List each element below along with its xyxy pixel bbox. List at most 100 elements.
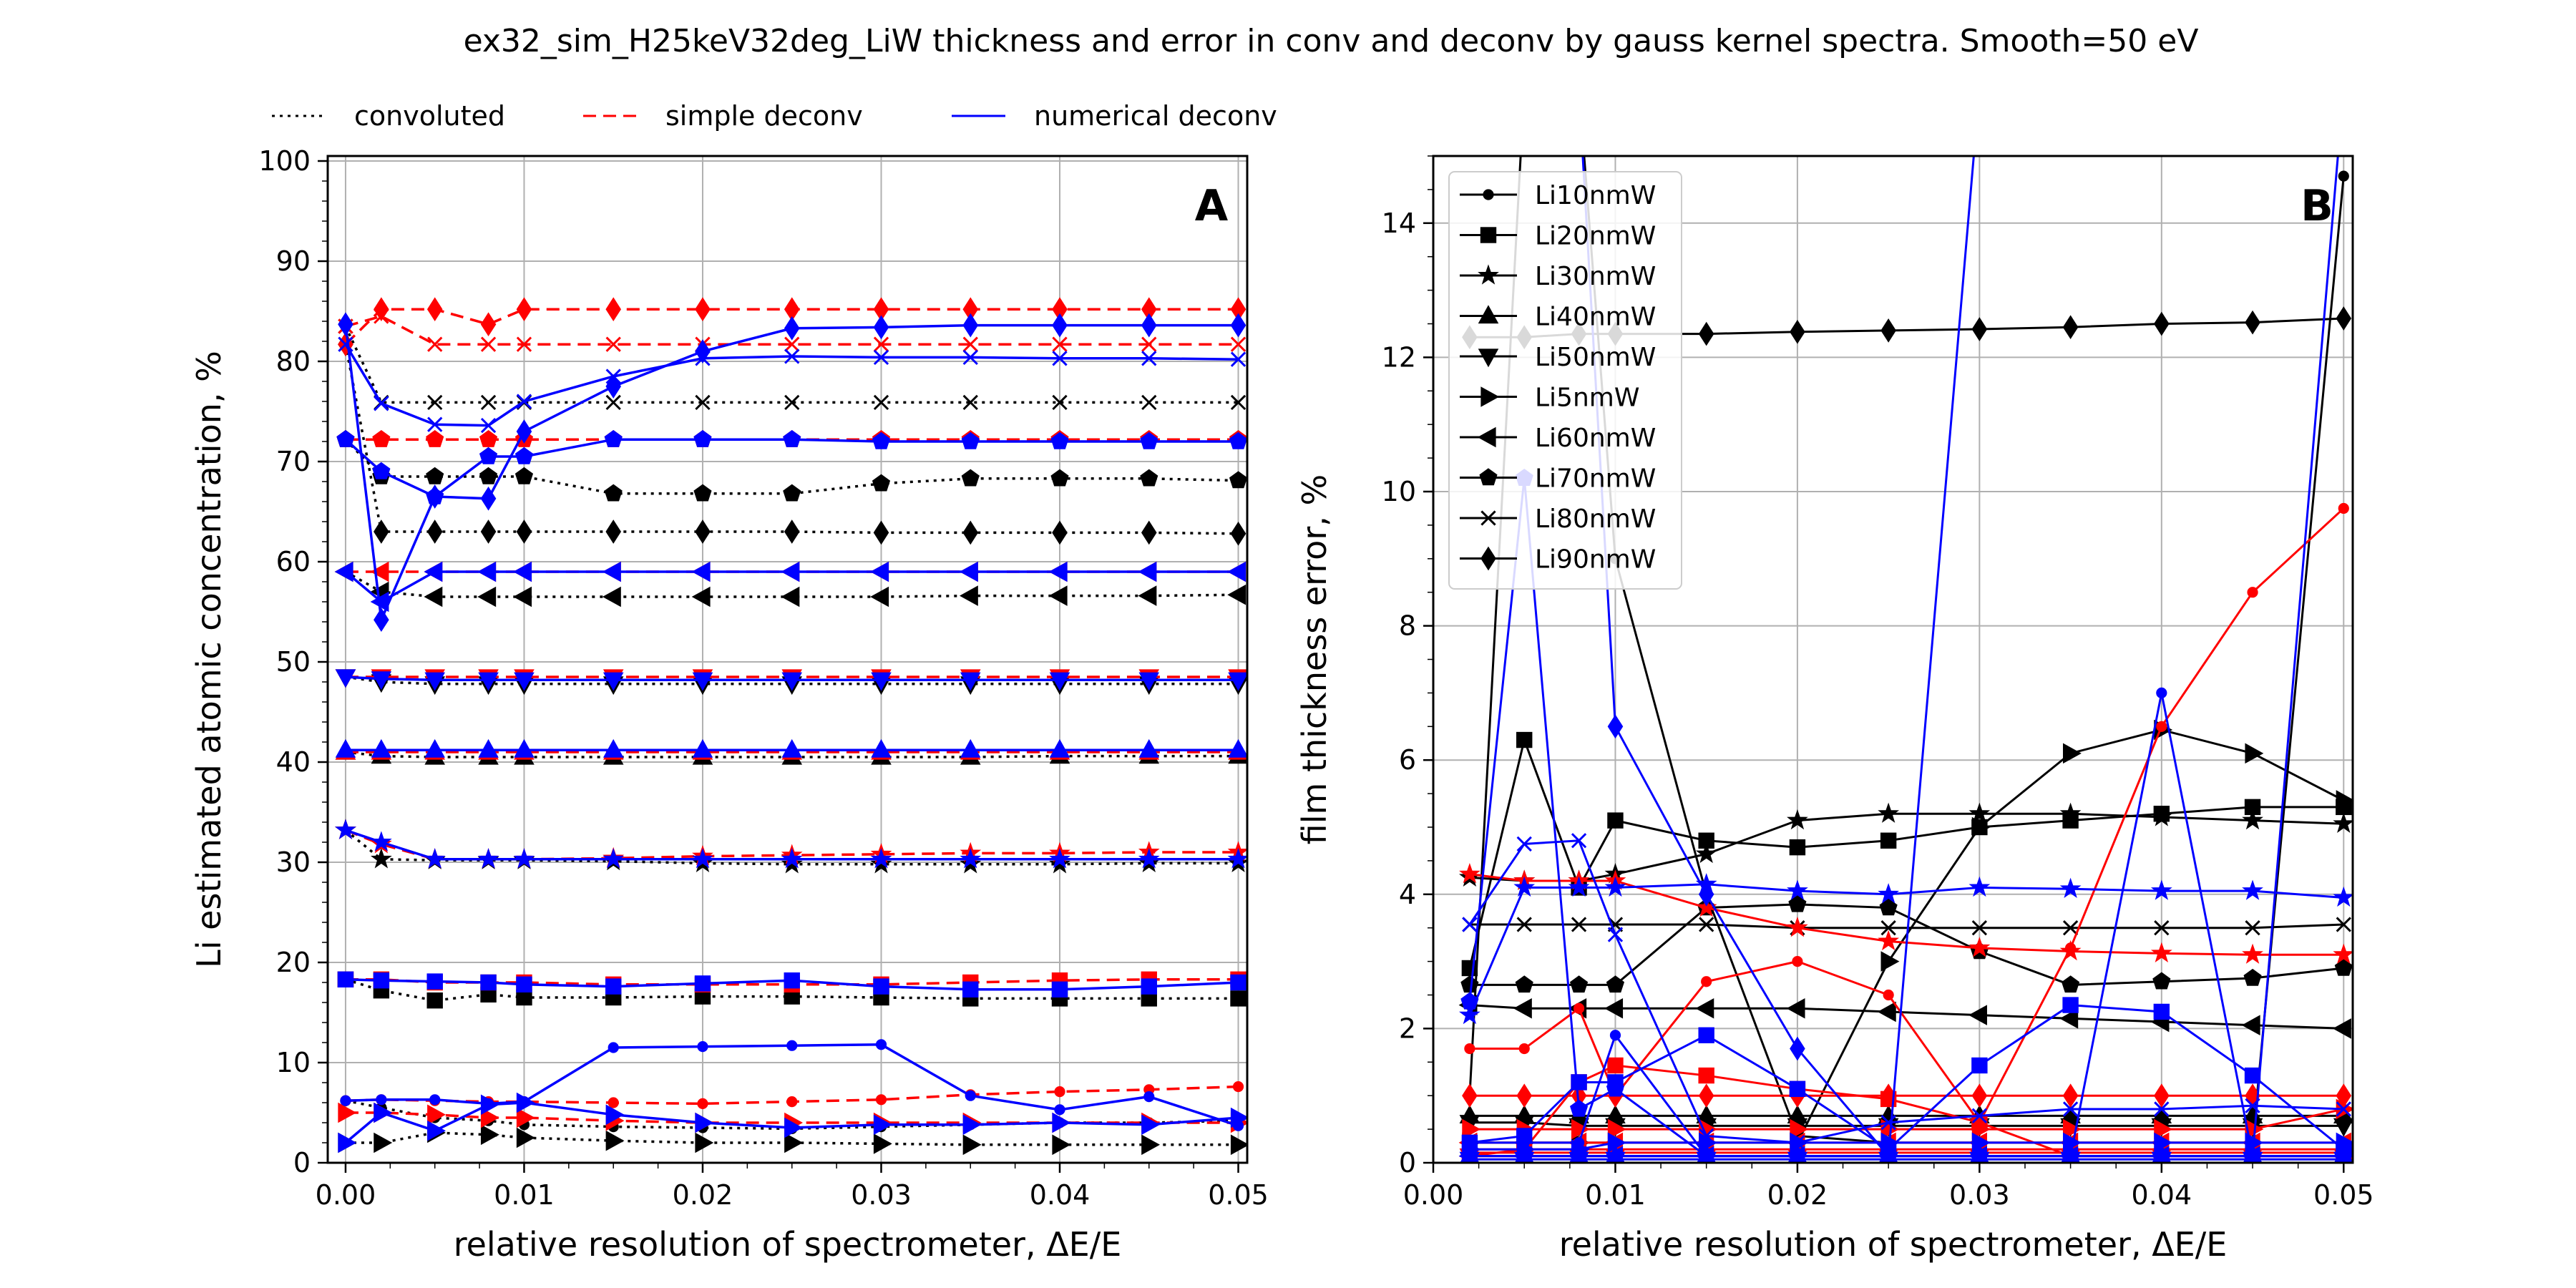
data-point [695,394,711,411]
data-point [1052,394,1068,411]
data-point [605,336,621,352]
x-tick-label: 0.01 [494,1179,555,1211]
data-point [426,519,443,544]
ticks: 0.00 0.01 0.02 0.03 0.04 0.05 0 10 20 30 40 50 60 70 8… [258,145,1268,1211]
data-point [424,586,443,608]
legend-entry-label: Li80nmW [1535,504,1656,534]
data-point [1230,336,1246,352]
data-point [513,561,532,582]
data-point [693,429,712,447]
data-point [426,487,444,504]
data-point [695,339,711,364]
legend-b: Li10nmW Li20nmW Li30nmW Li40nmW Li50nmW Li5nm… [1448,171,1682,590]
panel-label: A [1195,181,1229,231]
data-point [340,1095,351,1106]
legend-entry-label: Li30nmW [1535,262,1656,291]
data-point [1698,1083,1714,1108]
legend-marker-diamond [1480,546,1496,571]
y-tick-label: 12 [1382,341,1416,373]
data-point [2338,170,2349,182]
data-point [691,586,711,608]
axes-frame [326,155,1249,1164]
y-tick-label: 80 [276,346,311,377]
data-point [478,672,499,691]
data-point [1609,1030,1621,1041]
legend-marker-x [1480,510,1496,526]
data-point [1971,317,1988,341]
x-tick-label: 0.05 [2313,1179,2374,1211]
series-line-convoluted-x [1469,923,2344,930]
data-point [1971,1118,1991,1140]
data-point [873,336,889,352]
data-point [1880,1115,1896,1131]
data-point [480,974,497,991]
y-tick-label: 20 [276,947,311,978]
y-tick-label: 70 [276,446,311,477]
data-point [781,561,800,582]
data-point [781,672,803,691]
data-point [426,429,444,447]
series-line-numerical-deconv-pentagon [1468,478,2344,1158]
data-point [1232,1081,1244,1093]
data-point [1048,585,1068,606]
data-point [1789,1080,1806,1098]
data-point [604,484,623,502]
data-point [962,336,978,352]
data-point [2336,1101,2351,1117]
legend-marker-tri-left [1477,426,1496,448]
data-point [1048,561,1068,582]
data-point [426,973,443,990]
data-point [962,981,979,997]
data-point [2154,1083,2170,1108]
data-point [1230,521,1246,546]
data-point [2242,809,2263,830]
y-tick-label: 14 [1382,208,1416,239]
data-point [426,992,443,1009]
data-point [784,336,800,352]
data-point [516,1127,535,1148]
data-point [1230,990,1246,1007]
data-point [1518,78,1531,99]
data-point [514,738,535,758]
data-point [1880,832,1897,849]
data-point [1052,351,1068,366]
data-point [2245,920,2260,936]
data-point [478,738,499,758]
data-point [424,848,446,869]
data-point [1138,585,1157,606]
data-point [1052,313,1068,338]
y-tick-label: 6 [1399,744,1416,776]
data-point [1460,992,1479,1010]
data-point [2337,78,2351,99]
data-point [961,431,980,449]
series-line-numerical-deconv-x [1468,839,2344,1144]
y-tick-label: 2 [1399,1013,1416,1044]
data-point [424,738,446,758]
y-tick-label: 30 [276,847,311,878]
data-point [514,467,534,484]
data-point [2334,1146,2353,1163]
series-line-numerical-deconv-diamond [1581,156,1975,1159]
data-point [1971,1057,1988,1074]
data-point [516,394,532,409]
data-point [426,467,444,484]
data-point [1230,394,1246,411]
data-point [1050,431,1069,449]
legend-entry-label: Li60nmW [1535,424,1656,453]
x-tick-label: 0.05 [1208,1179,1269,1211]
data-point [1462,1118,1481,1140]
data-point [516,336,532,352]
data-point [1141,313,1157,338]
data-point [605,1130,625,1151]
data-point [1052,520,1068,545]
data-point [2059,940,2082,961]
legend-entry-label: Li50nmW [1535,343,1656,372]
data-point [2245,743,2264,764]
y-tick-label: 4 [1399,879,1416,910]
data-point [2333,1018,2351,1039]
data-point [424,561,443,582]
data-point [608,1042,619,1053]
data-point [870,561,889,582]
data-point [2154,1132,2173,1153]
data-point [1607,1132,1626,1153]
